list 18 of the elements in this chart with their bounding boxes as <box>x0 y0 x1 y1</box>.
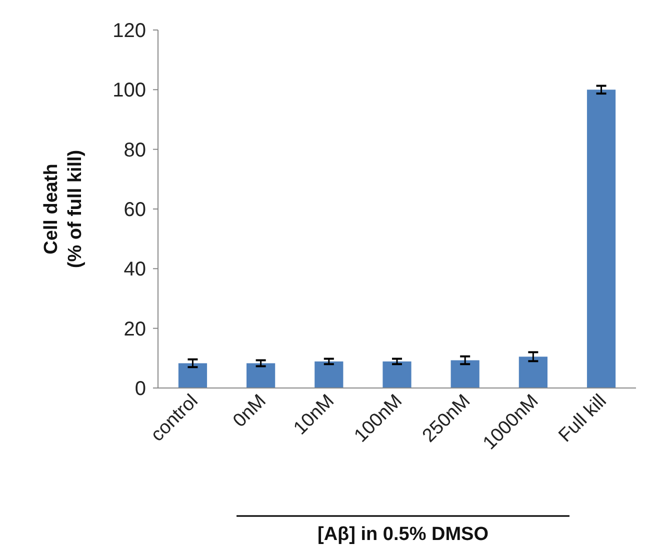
bar <box>586 90 616 388</box>
bar <box>246 363 276 388</box>
y-tick-label: 0 <box>134 378 146 400</box>
y-tick-label: 120 <box>112 20 146 42</box>
y-tick-label: 80 <box>124 139 146 162</box>
bar <box>314 361 344 388</box>
y-tick-label: 60 <box>124 199 146 221</box>
x-tick-label: Full kill <box>554 390 611 447</box>
x-axis-title: [Aβ] in 0.5% DMSO <box>318 524 488 545</box>
bar <box>450 360 480 388</box>
y-tick-label: 40 <box>124 258 146 281</box>
y-axis-title: Cell death (% of full kill) <box>41 150 86 268</box>
bar <box>518 356 548 388</box>
bar <box>382 361 412 388</box>
y-tick-label: 20 <box>124 318 146 340</box>
x-tick-label: 0nM <box>229 390 270 432</box>
bar <box>178 363 208 388</box>
y-tick-label: 100 <box>112 80 146 102</box>
